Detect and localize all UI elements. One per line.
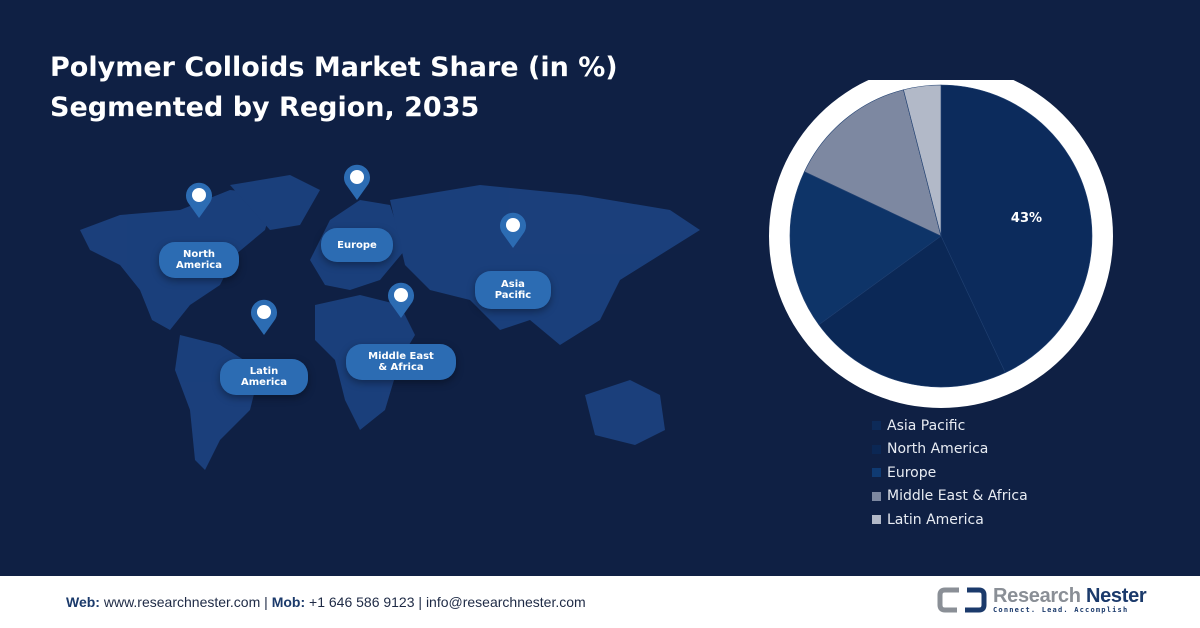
pie-slice-asia-pacific <box>940 84 1093 374</box>
web-link[interactable]: www.researchnester.com <box>103 594 261 610</box>
south-america-shape <box>175 335 260 470</box>
asia-shape <box>390 185 700 345</box>
pie-slice-north-america <box>818 235 1006 388</box>
region-label-middle-east-africa: Middle East & Africa <box>346 344 456 380</box>
legend-item: Middle East & Africa <box>872 485 1028 509</box>
chart-title: Polymer Colloids Market Share (in %) Seg… <box>50 48 618 128</box>
world-map <box>80 175 700 470</box>
pie-slice-latin-america <box>903 84 942 237</box>
logo-icon <box>937 587 987 613</box>
pie-slice-europe <box>789 171 942 326</box>
legend: Asia Pacific North America Europe Middle Ea… <box>872 414 1028 532</box>
mob-label: Mob: <box>271 594 306 610</box>
legend-label: Latin America <box>887 511 984 528</box>
legend-swatch <box>872 491 881 501</box>
contact-info: Web: www.researchnester.com | Mob: +1 64… <box>66 594 586 610</box>
legend-label: Middle East & Africa <box>887 488 1028 505</box>
slice-label-asia-pacific: 43% <box>1011 211 1042 226</box>
title-line-1: Polymer Colloids Market Share (in %) <box>50 52 618 83</box>
map-pin-icon <box>251 299 277 335</box>
legend-label: North America <box>887 441 989 458</box>
region-label-asia-pacific: Asia Pacific <box>475 271 551 309</box>
legend-swatch <box>872 421 881 431</box>
region-label-europe: Europe <box>321 228 393 262</box>
phone: +1 646 586 9123 <box>309 594 415 610</box>
legend-item: Asia Pacific <box>872 414 1028 438</box>
legend-item: Europe <box>872 461 1028 485</box>
legend-swatch <box>872 444 881 454</box>
email-link[interactable]: info@researchnester.com <box>425 594 586 610</box>
research-nester-logo: Research Nester Connect. Lead. Accomplis… <box>937 586 1147 614</box>
region-label-latin-america: Latin America <box>220 359 308 395</box>
legend-swatch <box>872 515 881 525</box>
web-label: Web: <box>66 594 100 610</box>
map-pin-icon <box>388 282 414 318</box>
pie-chart: 43% <box>769 80 1113 408</box>
map-pin-icon <box>344 164 370 200</box>
footer: Web: www.researchnester.com | Mob: +1 64… <box>0 576 1200 628</box>
legend-label: Asia Pacific <box>887 417 966 434</box>
greenland-shape <box>230 175 320 230</box>
map-pin-icon <box>500 212 526 248</box>
title-line-2: Segmented by Region, 2035 <box>50 92 480 123</box>
legend-label: Europe <box>887 464 937 481</box>
legend-swatch <box>872 468 881 478</box>
australia-shape <box>585 380 665 445</box>
pie-slice-middle-east-africa <box>803 89 942 237</box>
map-pin-icon <box>186 182 212 218</box>
legend-item: North America <box>872 438 1028 462</box>
region-label-north-america: North America <box>159 242 239 278</box>
legend-item: Latin America <box>872 508 1028 532</box>
